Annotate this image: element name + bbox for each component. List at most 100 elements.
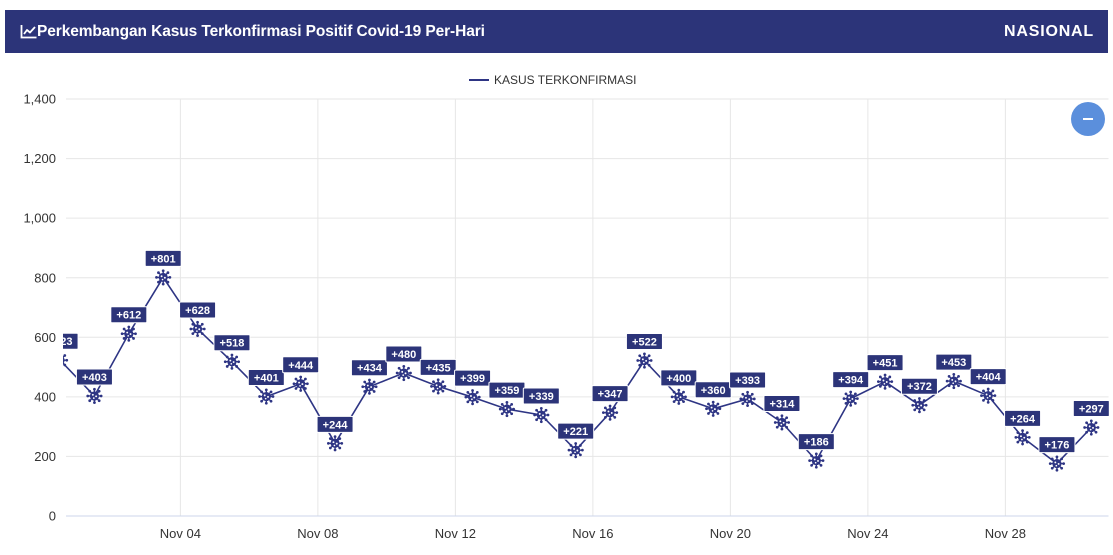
zoom-out-button[interactable] (1071, 102, 1105, 136)
data-label-box (247, 369, 285, 387)
data-label-text: +612 (116, 310, 141, 322)
data-point-marker[interactable] (635, 352, 653, 370)
data-point-marker[interactable] (773, 413, 791, 431)
data-label-box (935, 353, 973, 371)
data-label: +801 (144, 249, 182, 267)
data-label-text: +403 (82, 372, 107, 384)
data-label: +404 (969, 368, 1007, 386)
data-label: +264 (1004, 409, 1042, 427)
data-label: +394 (832, 371, 870, 389)
data-label-box (969, 368, 1007, 386)
data-label-box (1072, 400, 1110, 418)
data-label-box (625, 333, 663, 351)
data-label-text: +314 (770, 398, 796, 410)
data-label-box (385, 345, 423, 363)
data-point-marker[interactable] (670, 388, 688, 406)
data-label: +403 (75, 368, 113, 386)
data-point-marker[interactable] (979, 387, 997, 405)
data-point-marker[interactable] (395, 364, 413, 382)
data-point-marker[interactable] (532, 406, 550, 424)
data-point-marker[interactable] (85, 387, 103, 405)
data-label-text: +393 (735, 375, 760, 387)
scope-label: NASIONAL (1004, 23, 1094, 40)
data-label: +434 (350, 359, 388, 377)
data-label: +347 (591, 385, 629, 403)
data-label-box (832, 371, 870, 389)
data-label-text: +264 (1010, 413, 1036, 425)
data-label-text: +518 (220, 338, 245, 350)
data-label-box (179, 301, 217, 319)
data-label-text: +453 (941, 357, 966, 369)
data-point-marker[interactable] (910, 396, 928, 414)
data-label-text: +451 (873, 358, 898, 370)
data-label: +339 (522, 387, 560, 405)
x-tick-label: Nov 08 (297, 526, 338, 541)
data-point-marker[interactable] (567, 441, 585, 459)
data-point-marker[interactable] (52, 351, 69, 369)
data-label: +360 (694, 381, 732, 399)
data-point-marker[interactable] (464, 388, 482, 406)
data-point-marker[interactable] (945, 372, 963, 390)
data-label-box (1038, 436, 1076, 454)
data-point-marker[interactable] (154, 268, 172, 286)
data-label: +176 (1038, 436, 1076, 454)
data-point-marker[interactable] (876, 373, 894, 391)
data-point-marker[interactable] (807, 452, 825, 470)
data-label-box (763, 394, 801, 412)
data-point-marker[interactable] (704, 400, 722, 418)
data-label-text: +480 (391, 349, 416, 361)
data-point-marker[interactable] (223, 353, 241, 371)
data-label: +444 (282, 356, 320, 374)
data-point-marker[interactable] (1014, 428, 1032, 446)
y-tick-label: 200 (34, 449, 56, 464)
data-label: +523 (63, 332, 79, 350)
data-label: +401 (247, 369, 285, 387)
data-label-text: +400 (666, 373, 691, 385)
data-label-text: +401 (254, 373, 279, 385)
data-label: +612 (110, 306, 148, 324)
data-point-marker[interactable] (120, 325, 138, 343)
data-label-box (316, 415, 354, 433)
data-point-marker[interactable] (257, 388, 275, 406)
data-point-marker[interactable] (498, 400, 516, 418)
data-label-box (797, 433, 835, 451)
data-label-text: +339 (529, 391, 554, 403)
data-point-marker[interactable] (1048, 455, 1066, 473)
x-tick-label: Nov 12 (435, 526, 476, 541)
data-label-box (144, 249, 182, 267)
data-point-marker[interactable] (326, 434, 344, 452)
data-point-marker[interactable] (739, 390, 757, 408)
data-label-box (63, 332, 79, 350)
data-point-marker[interactable] (1082, 419, 1100, 437)
data-point-marker[interactable] (601, 404, 619, 422)
y-tick-label: 1,400 (23, 92, 56, 107)
data-label-text: +394 (838, 375, 864, 387)
data-label-text: +176 (1045, 440, 1070, 452)
x-tick-label: Nov 24 (847, 526, 888, 541)
data-label-text: +628 (185, 305, 210, 317)
data-label-text: +372 (907, 381, 932, 393)
data-point-marker[interactable] (189, 320, 207, 338)
data-point-marker[interactable] (429, 377, 447, 395)
axes: 0 200 400 600 800 1,000 1,200 1,400 Nov 04 Nov 08… (23, 92, 1109, 541)
line-chart-icon (20, 24, 37, 39)
data-label: +518 (213, 334, 251, 352)
data-label-box (900, 377, 938, 395)
data-label: +297 (1072, 400, 1110, 418)
data-label: +453 (935, 353, 973, 371)
data-label-text: +801 (151, 253, 176, 265)
data-label: +359 (488, 381, 526, 399)
data-label: +221 (557, 422, 595, 440)
data-label-text: +434 (357, 363, 383, 375)
data-point-marker[interactable] (292, 375, 310, 393)
y-tick-label: 400 (34, 389, 56, 404)
legend-line-symbol (469, 79, 489, 81)
legend-item-kasus-terkonfirmasi[interactable]: KASUS TERKONFIRMASI (466, 72, 648, 88)
data-label-text: +360 (701, 385, 726, 397)
data-point-marker[interactable] (360, 378, 378, 396)
data-point-marker[interactable] (842, 390, 860, 408)
data-label-box (694, 381, 732, 399)
data-label-box (729, 371, 767, 389)
data-label: +480 (385, 345, 423, 363)
